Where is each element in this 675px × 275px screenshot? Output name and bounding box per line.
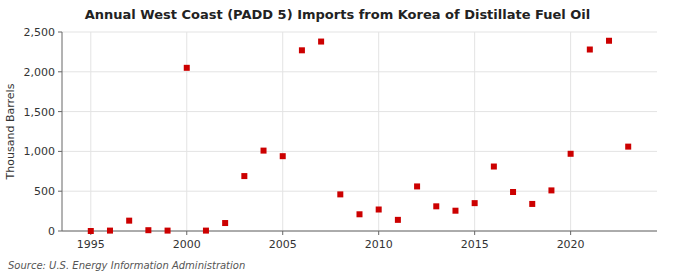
x-tick-label: 2005 — [269, 238, 297, 251]
point — [452, 208, 458, 214]
point — [261, 148, 267, 154]
point — [568, 151, 574, 157]
x-grid-line — [186, 32, 187, 231]
x-tick — [186, 231, 187, 235]
y-grid-line — [62, 71, 657, 72]
x-grid-line — [570, 32, 571, 231]
x-tick-label: 2020 — [557, 238, 585, 251]
chart-container: 0 500 1,000 1,500 2,000 2,500 1995 2000 2005 2010… — [0, 0, 675, 275]
x-tick-label: 2015 — [461, 238, 489, 251]
points — [88, 38, 631, 234]
point — [241, 173, 247, 179]
point — [145, 227, 151, 233]
point — [529, 201, 535, 207]
point — [88, 228, 94, 234]
point — [357, 211, 363, 217]
y-axis-label: Thousand Barrels — [4, 83, 17, 180]
x-grid-line — [282, 32, 283, 231]
x-tick-label: 1995 — [77, 238, 105, 251]
point — [587, 47, 593, 53]
y-tick — [58, 32, 62, 33]
grid — [62, 32, 657, 231]
x-grid-line — [378, 32, 379, 231]
point — [606, 38, 612, 44]
point — [318, 39, 324, 45]
point — [433, 203, 439, 209]
y-tick-label: 1,500 — [24, 106, 56, 119]
chart: 0 500 1,000 1,500 2,000 2,500 1995 2000 2005 2010… — [0, 0, 675, 275]
point — [337, 191, 343, 197]
y-grid-line — [62, 32, 657, 33]
point — [548, 187, 554, 193]
x-tick — [474, 231, 475, 235]
point — [203, 228, 209, 234]
point — [491, 164, 497, 170]
point — [222, 220, 228, 226]
point — [625, 144, 631, 150]
point — [414, 183, 420, 189]
background — [0, 0, 675, 275]
y-tick — [58, 151, 62, 152]
y-axis-line — [62, 32, 63, 231]
y-tick — [58, 71, 62, 72]
y-tick-label: 2,500 — [24, 26, 56, 39]
y-tick-label: 1,000 — [24, 145, 56, 158]
point — [510, 189, 516, 195]
x-tick-label: 2010 — [365, 238, 393, 251]
point — [395, 217, 401, 223]
y-tick — [58, 231, 62, 232]
x-grid-line — [90, 32, 91, 231]
point — [165, 228, 171, 234]
point — [376, 207, 382, 213]
x-tick — [570, 231, 571, 235]
x-tick — [378, 231, 379, 235]
point — [280, 153, 286, 159]
y-tick-label: 2,000 — [24, 66, 56, 79]
axes: 0 500 1,000 1,500 2,000 2,500 1995 2000 2005 2010… — [24, 26, 658, 251]
title: Annual West Coast (PADD 5) Imports from … — [85, 7, 591, 22]
point — [184, 65, 190, 71]
y-tick — [58, 111, 62, 112]
point — [126, 218, 132, 224]
y-tick-label: 0 — [48, 225, 55, 238]
annotation: Source: U.S. Energy Information Administ… — [8, 260, 245, 271]
x-tick-label: 2000 — [173, 238, 201, 251]
y-tick-label: 500 — [34, 185, 55, 198]
point — [107, 228, 113, 234]
point — [472, 200, 478, 206]
point — [299, 47, 305, 53]
y-grid-line — [62, 111, 657, 112]
x-tick — [282, 231, 283, 235]
y-tick — [58, 191, 62, 192]
y-grid-line — [62, 191, 657, 192]
